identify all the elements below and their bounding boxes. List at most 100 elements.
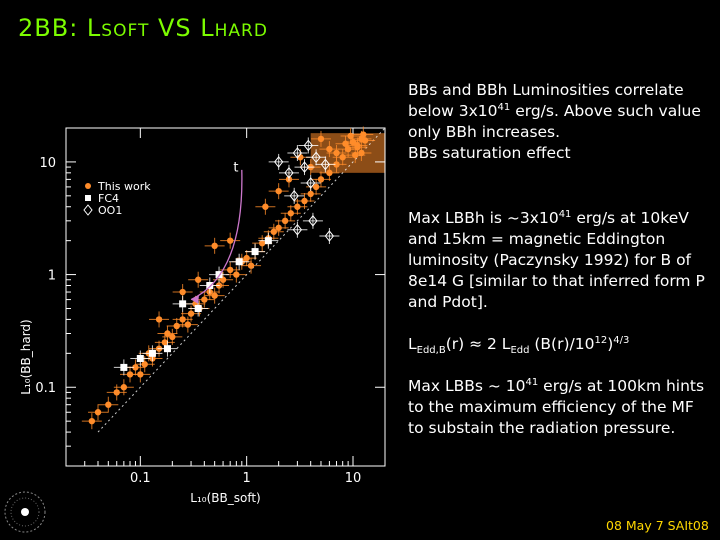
y-tick-label: 0.1 — [35, 381, 56, 396]
superscript: 12 — [594, 334, 608, 346]
superscript: 4/3 — [613, 334, 630, 346]
title-prefix: 2BB: — [18, 14, 87, 42]
data-point — [292, 147, 303, 159]
subscript: Edd,B — [416, 345, 446, 357]
data-point — [155, 316, 163, 323]
slide-title: 2BB: LSOFT VS LHARD — [18, 14, 268, 42]
data-point — [179, 288, 186, 296]
data-point — [303, 139, 313, 152]
x-tick-label: 1 — [243, 471, 251, 486]
data-point — [187, 310, 195, 317]
data-point — [275, 187, 282, 195]
data-point — [243, 254, 250, 262]
data-point — [226, 266, 234, 274]
paragraph-max-lbbs: Max LBBs ~ 1041 erg/s at 100km hints to … — [408, 376, 705, 437]
annotation-label: t — [233, 161, 238, 176]
data-point — [342, 140, 349, 147]
data-point — [326, 145, 333, 153]
data-point — [136, 354, 144, 362]
data-point — [219, 276, 227, 283]
saturation-text: BBs saturation effect — [408, 144, 571, 162]
plot-frame — [65, 127, 386, 467]
logo-icon — [4, 491, 46, 533]
data-point — [173, 322, 180, 330]
data-point — [126, 371, 134, 378]
data-point — [148, 349, 156, 357]
series-fc4 — [113, 232, 279, 376]
data-point — [301, 197, 308, 205]
data-point — [284, 167, 294, 179]
trend-arrow — [190, 169, 243, 301]
data-point — [274, 156, 284, 168]
data-point — [333, 149, 340, 157]
series-this-work — [81, 126, 376, 430]
superscript: 41 — [525, 376, 539, 388]
data-point — [347, 132, 354, 140]
x-axis-label: L₁₀(BB_soft) — [190, 491, 260, 505]
data-point — [294, 203, 301, 210]
superscript: 41 — [558, 208, 572, 220]
data-point — [132, 364, 139, 371]
data-point — [120, 384, 128, 391]
data-point — [226, 237, 234, 244]
data-point — [262, 203, 269, 210]
series-oo1 — [268, 137, 340, 245]
legend-label: This work — [97, 180, 151, 193]
data-point — [360, 131, 367, 138]
superscript: 41 — [497, 101, 511, 113]
legend-label: OO1 — [98, 204, 122, 217]
data-point — [264, 237, 272, 245]
legend-marker — [85, 183, 91, 189]
data-point — [94, 409, 102, 416]
legend-marker — [85, 195, 91, 201]
data-point — [215, 271, 223, 279]
data-point — [164, 330, 171, 337]
data-point — [312, 183, 320, 191]
data-point — [299, 161, 310, 173]
title-l2-cap: L — [200, 14, 215, 42]
data-point — [289, 190, 299, 202]
title-vs: VS — [149, 14, 201, 42]
data-point — [308, 215, 318, 227]
data-point — [354, 144, 361, 151]
subscript: Edd — [510, 345, 530, 357]
title-l1-cap: L — [86, 14, 102, 42]
data-point — [320, 158, 331, 171]
paragraph-ledd-formula: LEdd,B(r) ≈ 2 LEdd (B(r)/1012)4/3 — [408, 334, 630, 357]
data-point — [333, 161, 340, 168]
data-point — [88, 417, 96, 425]
data-point — [251, 248, 259, 256]
y-tick-label: 1 — [48, 269, 56, 284]
data-point — [194, 304, 202, 312]
data-point — [184, 321, 192, 328]
data-point — [194, 276, 202, 283]
legend-label: FC4 — [98, 192, 119, 205]
data-point — [317, 135, 325, 143]
data-point — [179, 316, 186, 323]
data-point — [163, 345, 171, 353]
data-point — [211, 242, 218, 250]
data-point — [270, 228, 278, 235]
data-point — [169, 333, 176, 341]
data-point — [141, 361, 148, 368]
data-point — [281, 217, 289, 225]
data-point — [137, 371, 144, 378]
data-point — [113, 389, 120, 396]
trend-arrowhead — [191, 294, 200, 304]
data-point — [247, 262, 255, 269]
data-point — [211, 292, 218, 299]
data-point — [307, 190, 314, 198]
data-point — [206, 282, 214, 290]
data-point — [120, 363, 128, 371]
paragraph-max-lbbh: Max LBBh is ~3x1041 erg/s at 10keV and 1… — [408, 208, 705, 311]
data-point — [201, 296, 208, 303]
x-tick-label: 0.1 — [130, 471, 151, 486]
title-l1-sub: SOFT — [101, 21, 150, 41]
data-point — [306, 177, 316, 189]
data-point — [352, 151, 359, 159]
legend-marker — [83, 204, 93, 216]
data-point — [105, 401, 112, 408]
data-point — [275, 224, 282, 232]
